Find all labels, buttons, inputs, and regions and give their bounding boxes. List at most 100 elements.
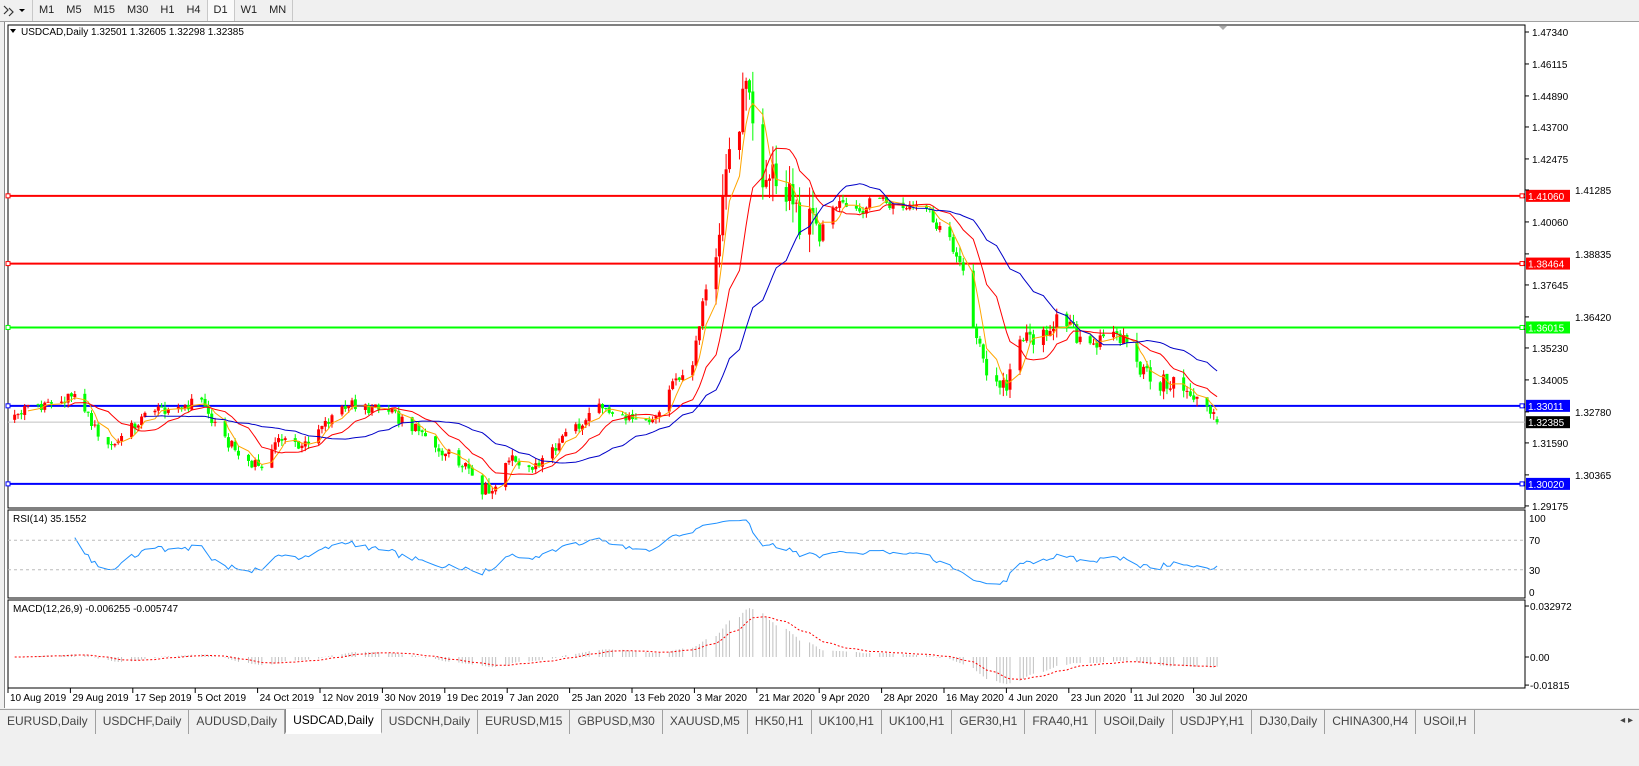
candle-body: [23, 406, 27, 415]
candle-body: [1065, 313, 1069, 327]
tab-audusd-daily[interactable]: AUDUSD,Daily: [189, 710, 286, 734]
tab-eurusd-daily[interactable]: EURUSD,Daily: [0, 710, 96, 734]
candle-body: [831, 207, 835, 225]
candle-body: [811, 207, 815, 214]
bull-candle: [507, 457, 511, 465]
bear-candle: [975, 323, 979, 345]
candle-body: [16, 414, 20, 416]
candle-body: [764, 179, 768, 187]
tab-usoil-h[interactable]: USOil,H: [1416, 710, 1475, 734]
candle-body: [297, 440, 301, 449]
candle-body: [1122, 335, 1126, 344]
bear-candle: [530, 466, 534, 473]
timeframe-h4[interactable]: H4: [186, 4, 201, 16]
level-anchor-handle-right[interactable]: [1519, 261, 1525, 267]
bear-candle: [747, 78, 751, 100]
candle-body: [206, 405, 210, 414]
timeframe-m30[interactable]: M30: [126, 4, 149, 16]
level-anchor-handle-right[interactable]: [1519, 193, 1525, 199]
bear-candle: [955, 247, 959, 263]
bull-candle: [340, 404, 344, 417]
tab-usdchf-daily[interactable]: USDCHF,Daily: [96, 710, 190, 734]
timeframe-d1[interactable]: D1: [206, 0, 235, 21]
tab-china300-h4[interactable]: CHINA300,H4: [1325, 710, 1417, 734]
level-anchor-handle-left[interactable]: [5, 324, 11, 330]
bull-candle: [1008, 363, 1012, 399]
tab-scroll-arrows[interactable]: ◂ ▸: [1620, 715, 1633, 726]
timeframe-m15[interactable]: M15: [93, 4, 115, 16]
timeframe-h1[interactable]: H1: [160, 4, 175, 16]
bull-candle: [821, 220, 825, 243]
level-anchor-handle-left[interactable]: [5, 481, 11, 487]
price-tick-label: 1.37645: [1532, 281, 1569, 292]
candle-body: [858, 208, 862, 212]
timeframe-m5[interactable]: M5: [66, 4, 82, 16]
candle-body: [1205, 397, 1209, 407]
level-anchor-handle-left[interactable]: [5, 403, 11, 409]
candle-body: [611, 412, 615, 414]
candle-body: [677, 377, 681, 380]
level-anchor-handle-left[interactable]: [5, 261, 11, 267]
bull-candle: [464, 462, 468, 470]
chart-shift-marker-icon[interactable]: [1219, 26, 1227, 30]
chart-tools-icon[interactable]: [0, 0, 28, 21]
level-anchor-handle-right[interactable]: [1519, 403, 1525, 409]
candle-body: [230, 440, 234, 447]
bear-candle: [601, 403, 605, 414]
tab-usdcnh-daily[interactable]: USDCNH,Daily: [382, 710, 479, 734]
chart-canvas[interactable]: 1.41060 1.38464 1.36015 1.33011 1.30020 1.323…: [5, 22, 1639, 708]
candle-body: [550, 447, 554, 459]
level-anchor-handle-right[interactable]: [1519, 481, 1525, 487]
tab-hk50-h1[interactable]: HK50,H1: [748, 710, 812, 734]
level-anchor-handle-left[interactable]: [5, 193, 11, 199]
timeframe-w1[interactable]: W1: [240, 4, 258, 16]
bear-candle: [784, 170, 788, 212]
header-menu-triangle-icon[interactable]: [10, 29, 16, 33]
bear-candle: [387, 405, 391, 415]
tab-uk100-h1[interactable]: UK100,H1: [882, 710, 953, 734]
level-anchor-handle-right[interactable]: [1519, 324, 1525, 330]
candle-body: [741, 88, 745, 133]
date-tick-label: 28 Apr 2020: [884, 693, 938, 704]
chart-window[interactable]: 1.41060 1.38464 1.36015 1.33011 1.30020 1.323…: [4, 22, 1639, 708]
tab-dj30-daily[interactable]: DJ30,Daily: [1252, 710, 1326, 734]
date-tick-label: 9 Apr 2020: [821, 693, 870, 704]
bull-candle: [587, 407, 591, 427]
bear-candle: [353, 394, 357, 412]
candle-body: [393, 409, 397, 412]
tab-eurusd-m15[interactable]: EURUSD,M15: [478, 710, 571, 734]
candle-body: [307, 441, 311, 444]
tab-fra40-h1[interactable]: FRA40,H1: [1025, 710, 1097, 734]
candle-body: [1192, 395, 1196, 400]
bear-candle: [39, 400, 43, 413]
tab-uk100-h1[interactable]: UK100,H1: [812, 710, 882, 734]
bear-candle: [634, 413, 638, 420]
price-tick-label: 1.36420: [1575, 313, 1612, 324]
date-tick-label: 5 Oct 2019: [197, 693, 246, 704]
candle-body: [881, 197, 885, 199]
tab-usoil-daily[interactable]: USOil,Daily: [1096, 710, 1173, 734]
candle-body: [1021, 340, 1025, 342]
candle-body: [277, 438, 281, 443]
tab-ger30-h1[interactable]: GER30,H1: [952, 710, 1026, 734]
candle-body: [587, 412, 591, 421]
timeframe-mn[interactable]: MN: [269, 4, 287, 16]
timeframe-m1[interactable]: M1: [39, 4, 55, 16]
tab-usdcad-daily[interactable]: USDCAD,Daily: [285, 709, 382, 734]
bear-candle: [1045, 325, 1049, 342]
candle-body: [213, 421, 217, 423]
candle-body: [130, 422, 134, 438]
candle-body: [574, 424, 578, 432]
date-tick-label: 17 Sep 2019: [135, 693, 192, 704]
candle-body: [69, 393, 73, 397]
bull-candle: [153, 409, 157, 416]
bear-candle: [998, 380, 1002, 395]
candle-body: [1095, 342, 1099, 348]
tab-gbpusd-m30[interactable]: GBPUSD,M30: [570, 710, 663, 734]
candle-body: [323, 420, 327, 427]
candle-body: [1172, 377, 1176, 389]
tab-xauusd-m5[interactable]: XAUUSD,M5: [663, 710, 748, 734]
chart-tabs: EURUSD,Daily USDCHF,Daily AUDUSD,Daily USDC…: [0, 709, 1639, 734]
tab-usdjpy-h1[interactable]: USDJPY,H1: [1173, 710, 1253, 734]
price-tick-label: 1.44890: [1532, 92, 1569, 103]
